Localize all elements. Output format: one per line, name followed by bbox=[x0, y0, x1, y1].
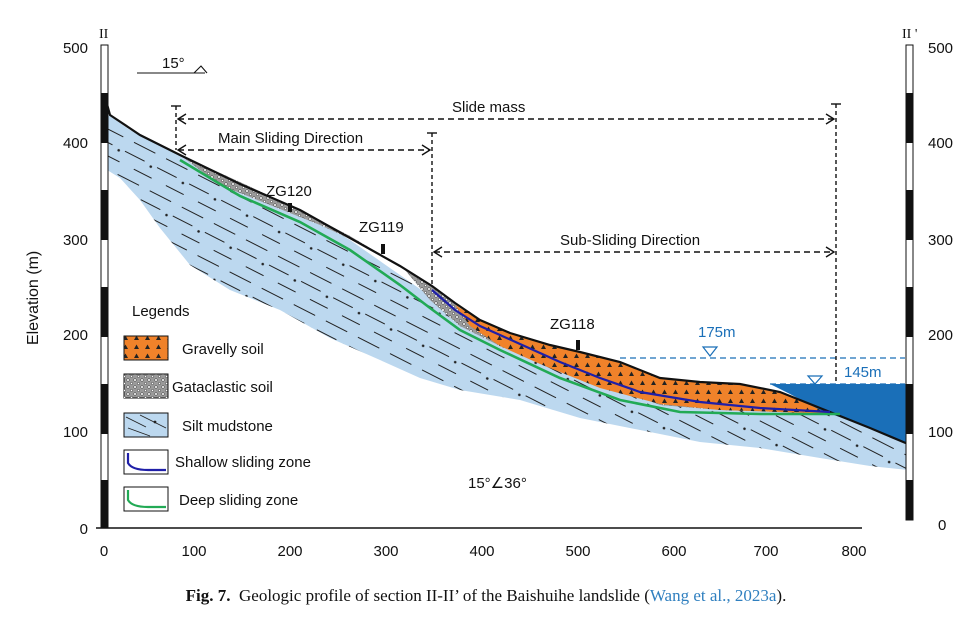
right-y-tick: 200 bbox=[928, 327, 953, 344]
water-level-175-label: 175m bbox=[698, 324, 736, 341]
legend-label-shallow-sliding-zone: Shallow sliding zone bbox=[175, 454, 311, 471]
slide-mass-dimension bbox=[171, 103, 841, 384]
water-level-145-icon bbox=[806, 375, 824, 385]
x-tick: 600 bbox=[661, 543, 686, 560]
right-y-tick: 0 bbox=[938, 517, 946, 534]
right-y-tick: 400 bbox=[928, 135, 953, 152]
x-tick: 800 bbox=[841, 543, 866, 560]
left-y-tick: 400 bbox=[63, 135, 88, 152]
water-level-145-label: 145m bbox=[844, 364, 882, 381]
legend-swatch-silt-mudstone bbox=[123, 412, 169, 438]
legend-label-gravelly-soil: Gravelly soil bbox=[182, 341, 264, 358]
right-y-tick: 100 bbox=[928, 424, 953, 441]
left-y-tick: 200 bbox=[63, 327, 88, 344]
caption-text: Geologic profile of section II-II’ of th… bbox=[239, 586, 650, 605]
x-tick: 700 bbox=[753, 543, 778, 560]
legend-title: Legends bbox=[132, 303, 190, 320]
caption-reference-link[interactable]: Wang et al., 2023a bbox=[649, 586, 777, 605]
right-section-label: II ' bbox=[902, 27, 917, 42]
legend: Legends Gravelly soil Gataclastic soil S… bbox=[123, 303, 311, 512]
caption-end: ). bbox=[776, 586, 787, 605]
water-level-175-icon bbox=[701, 346, 719, 357]
deep-sliding-zone bbox=[179, 158, 840, 416]
x-tick: 500 bbox=[565, 543, 590, 560]
borehole-zg120-marker bbox=[288, 203, 292, 212]
rock-attitude-label: 15°∠36° bbox=[468, 475, 527, 492]
y-axis-label: Elevation (m) bbox=[25, 251, 42, 345]
legend-label-gataclastic-soil: Gataclastic soil bbox=[172, 379, 273, 396]
x-tick: 400 bbox=[469, 543, 494, 560]
borehole-zg118-label: ZG118 bbox=[550, 316, 595, 333]
x-tick: 0 bbox=[100, 543, 108, 560]
borehole-zg119-marker bbox=[381, 244, 385, 254]
caption-fig-number: Fig. 7. bbox=[185, 586, 231, 605]
borehole-zg120-label: ZG120 bbox=[266, 183, 312, 200]
shallow-sliding-zone bbox=[431, 289, 831, 414]
right-elevation-bar bbox=[905, 44, 914, 521]
legend-label-silt-mudstone: Silt mudstone bbox=[182, 418, 273, 435]
x-tick: 200 bbox=[277, 543, 302, 560]
main-sliding-direction-label: Main Sliding Direction bbox=[218, 130, 363, 147]
left-elevation-bar bbox=[100, 44, 109, 529]
left-y-tick: 0 bbox=[80, 521, 88, 538]
silt-mudstone-layer bbox=[104, 112, 908, 470]
right-y-tick: 300 bbox=[928, 232, 953, 249]
borehole-zg118-marker bbox=[576, 340, 580, 350]
legend-label-deep-sliding-zone: Deep sliding zone bbox=[179, 492, 298, 509]
left-y-tick: 300 bbox=[63, 232, 88, 249]
x-tick: 100 bbox=[181, 543, 206, 560]
scale-angle-label: 15° bbox=[162, 55, 185, 72]
slide-mass-label: Slide mass bbox=[452, 99, 525, 116]
borehole-zg119-label: ZG119 bbox=[359, 219, 404, 236]
x-tick: 300 bbox=[373, 543, 398, 560]
left-y-tick: 500 bbox=[63, 40, 88, 57]
left-y-tick: 100 bbox=[63, 424, 88, 441]
ground-surface bbox=[102, 92, 909, 446]
right-y-tick: 500 bbox=[928, 40, 953, 57]
scale-angle-icon bbox=[193, 65, 208, 74]
sub-sliding-direction-label: Sub-Sliding Direction bbox=[560, 232, 700, 249]
figure-caption: Fig. 7. Geologic profile of section II-I… bbox=[0, 586, 972, 606]
left-section-label: II bbox=[99, 27, 109, 42]
